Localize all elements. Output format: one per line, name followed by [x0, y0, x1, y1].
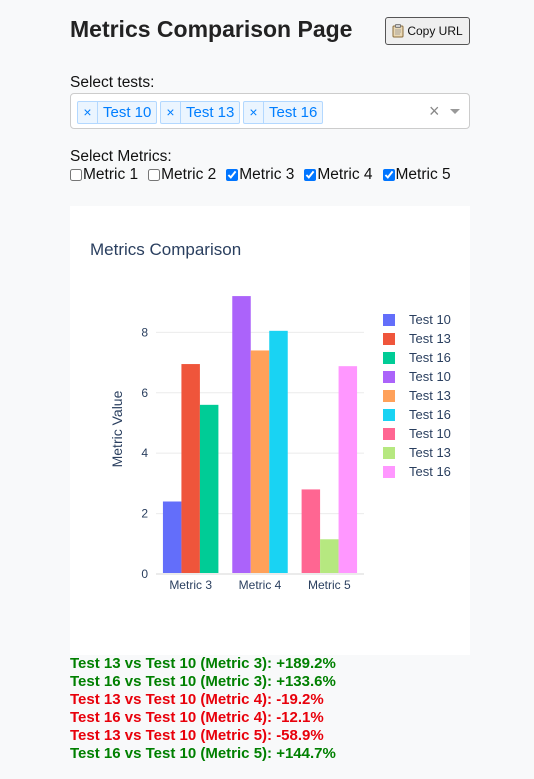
y-tick-label: 8: [141, 325, 148, 339]
copy-url-label: Copy URL: [407, 24, 463, 38]
legend-swatch: [383, 409, 395, 421]
bar: [181, 364, 200, 574]
test-chip: × Test 10: [77, 101, 158, 124]
chip-remove-icon[interactable]: ×: [161, 102, 181, 123]
result-line: Test 13 vs Test 10 (Metric 3): +189.2%: [70, 655, 336, 672]
chart-title: Metrics Comparison: [90, 240, 241, 259]
legend-swatch: [383, 447, 395, 459]
metric-checkbox[interactable]: [70, 169, 82, 181]
legend-swatch: [383, 314, 395, 326]
y-tick-label: 6: [141, 386, 148, 400]
bar: [269, 330, 288, 574]
legend-label: Test 13: [409, 331, 451, 346]
bar: [162, 501, 182, 574]
page-header: Metrics Comparison Page Copy URL: [70, 16, 470, 48]
legend-swatch: [383, 428, 395, 440]
y-tick-label: 0: [141, 567, 148, 581]
x-tick-label: Metric 5: [308, 578, 351, 592]
metric-option[interactable]: Metric 5: [382, 166, 451, 184]
bar: [232, 296, 251, 574]
legend-swatch: [383, 371, 395, 383]
metric-checkbox[interactable]: [148, 169, 161, 181]
legend-label: Test 16: [409, 350, 451, 365]
page-title: Metrics Comparison Page: [70, 16, 353, 42]
bar: [320, 539, 339, 574]
legend-label: Test 10: [409, 312, 451, 327]
result-line: Test 13 vs Test 10 (Metric 4): -19.2%: [70, 691, 324, 708]
test-chip: × Test 16: [243, 101, 324, 124]
chip-remove-icon[interactable]: ×: [244, 102, 264, 123]
bar: [301, 489, 321, 574]
metric-option-label: Metric 2: [161, 166, 217, 183]
legend-label: Test 10: [409, 426, 451, 441]
dropdown-arrow-icon[interactable]: [450, 109, 460, 114]
metric-option[interactable]: Metric 4: [304, 166, 373, 184]
legend-label: Test 16: [409, 464, 451, 479]
metric-checkbox[interactable]: [304, 169, 317, 181]
chip-remove-icon[interactable]: ×: [78, 102, 98, 123]
y-tick-label: 4: [141, 446, 148, 460]
legend-label: Test 16: [409, 407, 451, 422]
result-line: Test 16 vs Test 10 (Metric 3): +133.6%: [70, 673, 336, 690]
legend-swatch: [383, 466, 395, 478]
metric-option-label: Metric 1: [83, 166, 139, 183]
tests-multiselect[interactable]: × Test 10 × Test 13 × Test 16 ×: [70, 93, 470, 129]
chip-label: Test 16: [269, 104, 318, 121]
metrics-checklist: Metric 1 Metric 2 Metric 3 Metric 4 Metr…: [70, 166, 461, 184]
chart-card: Metrics Comparison 0 2 4 6 8 Metric Value Metri…: [70, 206, 470, 655]
clipboard-icon: [392, 24, 404, 38]
legend-swatch: [383, 352, 395, 364]
bar: [250, 350, 270, 574]
comparison-results: Test 13 vs Test 10 (Metric 3): +189.2% T…: [70, 655, 336, 763]
legend-label: Test 13: [409, 388, 451, 403]
clear-selection-icon[interactable]: ×: [429, 101, 440, 121]
chip-label: Test 10: [103, 104, 152, 121]
select-tests-label: Select tests:: [70, 74, 155, 91]
x-tick-label: Metric 4: [239, 578, 282, 592]
metric-option[interactable]: Metric 2: [148, 166, 216, 184]
legend-label: Test 10: [409, 369, 451, 384]
result-line: Test 16 vs Test 10 (Metric 4): -12.1%: [70, 709, 324, 726]
x-tick-label: Metric 3: [169, 578, 212, 592]
metric-checkbox[interactable]: [226, 169, 239, 181]
copy-url-button[interactable]: Copy URL: [385, 17, 470, 45]
bar: [199, 404, 219, 574]
select-metrics-label: Select Metrics:: [70, 148, 172, 165]
bar: [338, 366, 358, 574]
legend-swatch: [383, 390, 395, 402]
chip-label: Test 13: [186, 104, 235, 121]
result-line: Test 13 vs Test 10 (Metric 5): -58.9%: [70, 727, 324, 744]
y-axis-label: Metric Value: [109, 390, 125, 467]
metric-option[interactable]: Metric 3: [226, 166, 294, 184]
metric-option[interactable]: Metric 1: [70, 166, 138, 184]
test-chip: × Test 13: [160, 101, 241, 124]
legend-swatch: [383, 333, 395, 345]
metric-checkbox[interactable]: [382, 169, 395, 181]
y-tick-label: 2: [141, 507, 148, 521]
metric-option-label: Metric 5: [395, 166, 451, 183]
metric-option-label: Metric 3: [239, 166, 295, 183]
legend-label: Test 13: [409, 445, 451, 460]
result-line: Test 16 vs Test 10 (Metric 5): +144.7%: [70, 745, 336, 762]
metric-option-label: Metric 4: [317, 166, 373, 183]
metrics-bar-chart: Metrics Comparison 0 2 4 6 8 Metric Value Metri…: [90, 240, 451, 592]
